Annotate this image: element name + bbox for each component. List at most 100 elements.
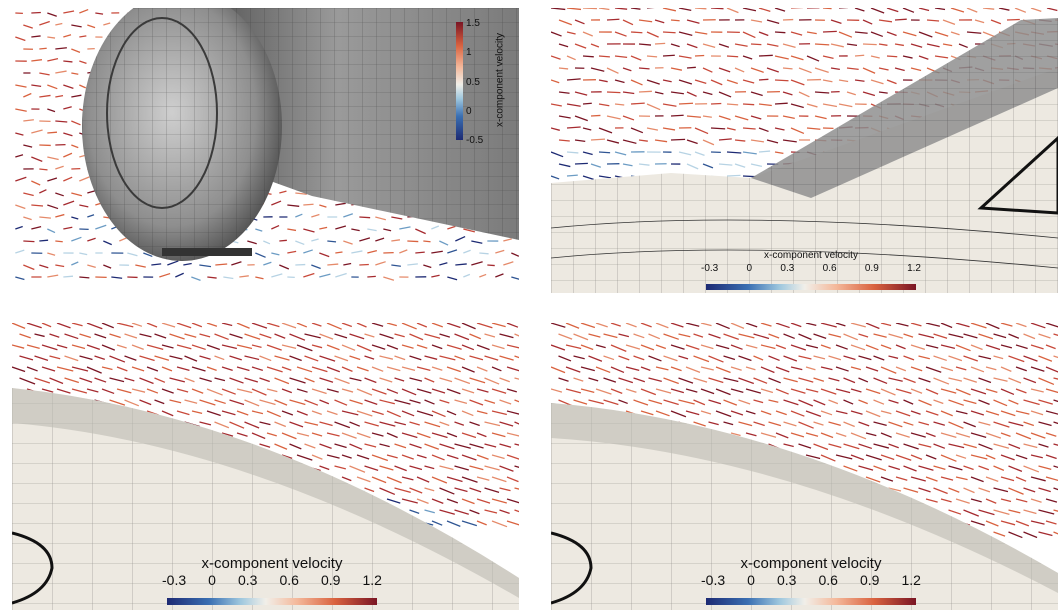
velocity-vector	[124, 333, 138, 339]
velocity-vector	[760, 388, 774, 394]
velocity-vector	[423, 264, 432, 269]
velocity-vector	[71, 261, 79, 266]
velocity-vector	[894, 43, 904, 47]
velocity-vector	[918, 377, 931, 383]
velocity-vector	[734, 43, 748, 47]
velocity-vector	[985, 498, 997, 504]
velocity-vector	[319, 465, 330, 471]
velocity-vector	[902, 55, 913, 59]
velocity-vector	[15, 108, 27, 112]
velocity-vector	[790, 79, 805, 86]
velocity-vector	[215, 263, 228, 266]
velocity-vector	[774, 102, 788, 105]
velocity-vector	[206, 410, 221, 417]
velocity-vector	[371, 388, 387, 395]
velocity-vector	[603, 333, 618, 339]
velocity-vector	[822, 103, 838, 108]
velocity-vector	[364, 443, 377, 448]
velocity-vector	[221, 366, 233, 372]
velocity-vector	[1046, 8, 1058, 12]
velocity-vector	[940, 323, 953, 329]
velocity-vector	[750, 139, 765, 143]
velocity-vector	[783, 355, 798, 362]
velocity-vector	[259, 421, 271, 426]
velocity-vector	[386, 410, 401, 418]
velocity-vector	[469, 355, 484, 361]
velocity-vector	[244, 399, 260, 407]
velocity-vector	[206, 344, 221, 351]
velocity-vector	[447, 249, 458, 254]
velocity-vector	[978, 465, 990, 471]
velocity-vector	[686, 66, 696, 69]
velocity-vector	[386, 366, 401, 372]
velocity-vector	[670, 91, 684, 95]
velocity-vector	[349, 377, 362, 382]
velocity-vector	[910, 454, 923, 460]
velocity-vector	[798, 91, 810, 98]
velocity-vector	[814, 43, 830, 46]
velocity-vector	[606, 67, 619, 74]
velocity-vector	[862, 43, 877, 46]
velocity-vector	[199, 421, 212, 426]
velocity-vector	[124, 399, 140, 407]
velocity-vector	[640, 388, 657, 396]
velocity-vector	[304, 377, 315, 383]
velocity-vector	[371, 410, 384, 416]
velocity-vector	[670, 410, 687, 418]
velocity-vector	[588, 355, 603, 362]
velocity-vector	[925, 410, 939, 416]
velocity-vector	[888, 399, 899, 404]
velocity-vector	[274, 421, 287, 428]
velocity-vector	[618, 355, 630, 361]
velocity-vector	[702, 163, 714, 169]
velocity-vector	[63, 275, 74, 278]
velocity-vector	[813, 443, 829, 451]
velocity-vector	[514, 377, 519, 380]
velocity-vector	[993, 399, 1008, 407]
velocity-vector	[726, 174, 741, 177]
velocity-vector	[86, 323, 103, 330]
velocity-vector	[415, 228, 426, 235]
velocity-vector	[878, 67, 889, 71]
velocity-vector	[858, 355, 872, 361]
velocity-vector	[693, 355, 710, 363]
velocity-vector	[461, 520, 478, 527]
velocity-vector	[723, 355, 736, 361]
velocity-vector	[888, 355, 899, 359]
velocity-vector	[610, 344, 627, 352]
velocity-vector	[670, 67, 683, 71]
velocity-vector	[86, 344, 100, 351]
velocity-vector	[334, 465, 346, 470]
velocity-vector	[798, 377, 814, 383]
velocity-vector	[862, 67, 876, 74]
velocity-vector	[495, 249, 505, 254]
velocity-vector	[49, 333, 60, 338]
velocity-vector	[326, 432, 340, 437]
velocity-vector	[685, 344, 700, 350]
velocity-vector	[758, 78, 769, 81]
velocity-vector	[933, 443, 946, 449]
velocity-vector	[693, 421, 706, 427]
velocity-vector	[873, 377, 888, 385]
velocity-vector	[454, 465, 469, 471]
velocity-vector	[822, 79, 833, 83]
velocity-vector	[274, 333, 286, 339]
velocity-vector	[582, 102, 592, 105]
velocity-vector	[296, 432, 310, 437]
velocity-vector	[401, 323, 417, 330]
velocity-vector	[1008, 333, 1020, 339]
velocity-vector	[447, 225, 456, 230]
velocity-vector	[326, 410, 338, 416]
velocity-vector	[551, 127, 560, 131]
velocity-vector	[86, 388, 99, 393]
velocity-vector	[281, 454, 293, 460]
velocity-vector	[670, 114, 684, 117]
velocity-vector	[622, 139, 637, 144]
velocity-vector	[940, 388, 957, 394]
velocity-vector	[416, 323, 428, 328]
velocity-vector	[311, 238, 319, 242]
velocity-vector	[963, 443, 977, 449]
velocity-vector	[948, 465, 963, 471]
velocity-vector	[326, 323, 342, 330]
leading-edge-scene-a	[12, 323, 519, 610]
